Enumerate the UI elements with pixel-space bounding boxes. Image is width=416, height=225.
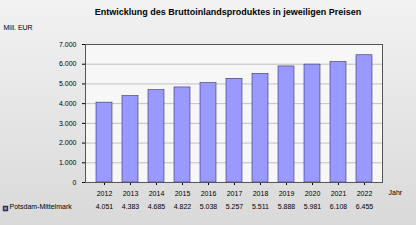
svg-text:6.000: 6.000 [59,60,77,67]
svg-text:5.038: 5.038 [200,203,218,210]
svg-text:4.685: 4.685 [148,203,166,210]
svg-text:2021: 2021 [331,190,347,197]
svg-text:4.051: 4.051 [96,203,114,210]
svg-text:5.000: 5.000 [59,80,77,87]
svg-text:2016: 2016 [201,190,217,197]
svg-text:2020: 2020 [305,190,321,197]
svg-text:2022: 2022 [357,190,373,197]
svg-text:5.888: 5.888 [278,203,296,210]
svg-text:2013: 2013 [123,190,139,197]
svg-text:Potsdam-Mittelmark: Potsdam-Mittelmark [10,203,73,210]
svg-text:2012: 2012 [97,190,113,197]
svg-text:Jahr: Jahr [389,189,403,196]
svg-text:7.000: 7.000 [59,41,77,48]
svg-text:5.981: 5.981 [304,203,322,210]
svg-text:2.000: 2.000 [59,139,77,146]
svg-text:5.511: 5.511 [252,203,269,210]
html-text:Entwicklung des Bruttoinlandsp: Entwicklung des Bruttoinlandsproduktes i… [94,7,362,17]
svg-text:4.822: 4.822 [174,203,192,210]
svg-text:2019: 2019 [279,190,295,197]
svg-text:4.000: 4.000 [59,100,77,107]
svg-text:1.000: 1.000 [59,159,77,166]
svg-text:3.000: 3.000 [59,120,77,127]
svg-text:4.383: 4.383 [122,203,140,210]
svg-text:0: 0 [73,179,77,186]
svg-text:2014: 2014 [149,190,165,197]
svg-text:5.257: 5.257 [226,203,244,210]
svg-text:Mill. EUR: Mill. EUR [4,24,33,31]
svg-text:2017: 2017 [227,190,243,197]
svg-text:2015: 2015 [175,190,191,197]
svg-text:6.455: 6.455 [356,203,374,210]
svg-text:6.108: 6.108 [330,203,348,210]
svg-text:2018: 2018 [253,190,269,197]
